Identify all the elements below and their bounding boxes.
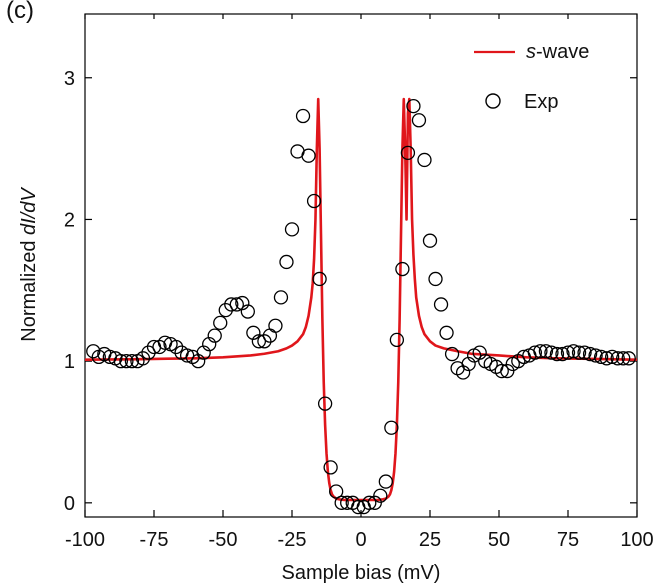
exp-data-point — [599, 351, 614, 366]
exp-data-point — [395, 261, 410, 277]
x-axis-title: Sample bias (mV) — [282, 562, 441, 584]
exp-data-point — [560, 345, 576, 360]
exp-data-point — [268, 318, 283, 333]
panel-label: (c) — [6, 0, 34, 24]
exp-data-point — [616, 351, 631, 366]
exp-data-point — [279, 254, 294, 270]
exp-data-point — [312, 271, 327, 287]
exp-data-point — [113, 353, 129, 369]
x-tick-label: -50 — [209, 529, 238, 551]
exp-data-point — [251, 334, 267, 349]
exp-data-point — [273, 290, 289, 305]
exp-data-point — [378, 474, 393, 489]
exp-data-point — [538, 344, 554, 359]
exp-data-point — [444, 346, 460, 362]
exp-data-point — [306, 193, 322, 209]
y-axis: 0 1 2 3 — [64, 68, 637, 515]
exp-data-point — [207, 328, 222, 343]
exp-data-point — [329, 484, 344, 499]
exp-data-point — [605, 349, 620, 365]
exp-data-point — [317, 396, 333, 411]
exp-data-point — [500, 363, 515, 379]
s-wave-fit-line — [84, 97, 638, 502]
exp-data-point — [577, 345, 592, 360]
exp-data-point — [135, 351, 151, 366]
x-tick-label: -100 — [65, 529, 105, 551]
exp-data-point — [549, 346, 565, 362]
exp-data-point — [411, 113, 427, 128]
exp-data-point — [323, 460, 338, 475]
plot-frame — [84, 13, 638, 518]
legend-label-exp: Exp — [524, 91, 558, 113]
exp-data-point — [362, 495, 377, 510]
exp-data-point — [262, 328, 278, 343]
exp-data-point — [284, 222, 300, 237]
y-tick-label: 0 — [64, 493, 75, 515]
exp-data-point — [533, 344, 548, 359]
exp-data-point — [494, 363, 509, 379]
legend-label-fit-rest: -wave — [536, 41, 589, 63]
exp-data-point — [400, 145, 416, 161]
exp-data-point — [240, 304, 255, 319]
x-tick-label: 100 — [620, 529, 653, 551]
x-tick-label: -25 — [278, 529, 307, 551]
exp-data-point — [168, 339, 184, 355]
exp-data-point — [610, 351, 625, 366]
x-tick-label: 0 — [355, 529, 366, 551]
y-axis-title: Normalized dI/dV — [18, 187, 40, 342]
exp-data-point — [621, 351, 636, 366]
x-tick-label: 25 — [419, 529, 441, 551]
exp-data-point — [229, 297, 244, 312]
y-axis-title-prefix: Normalized — [18, 235, 40, 342]
exp-data-point — [417, 152, 432, 168]
s-wave-fit-series — [84, 97, 638, 502]
exp-data-series — [86, 98, 636, 515]
exp-data-point — [384, 420, 399, 435]
legend-swatch-exp — [485, 93, 501, 109]
exp-data-point — [257, 334, 272, 349]
legend-label-fit: s-wave — [526, 41, 589, 63]
exp-data-point — [582, 346, 598, 362]
exp-data-point — [566, 344, 581, 359]
exp-data-point — [119, 353, 134, 369]
exp-data-point — [555, 346, 570, 362]
exp-data-point — [593, 349, 609, 365]
exp-data-point — [295, 108, 311, 124]
exp-data-point — [571, 345, 587, 360]
exp-data-point — [433, 297, 449, 312]
exp-data-point — [422, 233, 438, 248]
y-tick-label: 3 — [64, 68, 75, 90]
exp-data-point — [544, 345, 559, 360]
y-tick-label: 2 — [64, 209, 75, 231]
x-tick-label: 50 — [488, 529, 510, 551]
x-axis: -100 -75 -50 -25 0 25 50 75 100 — [65, 14, 654, 551]
exp-data-point — [439, 325, 454, 340]
x-tick-label: -75 — [140, 529, 169, 551]
y-tick-label: 1 — [64, 351, 75, 373]
exp-data-point — [334, 495, 349, 510]
legend-label-fit-italic: s — [526, 41, 536, 63]
exp-data-point — [141, 345, 156, 360]
exp-data-point — [588, 348, 603, 363]
exp-data-point — [406, 98, 421, 114]
exp-data-point — [389, 332, 405, 348]
exp-data-point — [373, 488, 388, 503]
exp-data-point — [179, 348, 195, 363]
exp-data-point — [527, 345, 543, 360]
exp-data-point — [124, 353, 140, 369]
x-tick-label: 75 — [557, 529, 579, 551]
exp-data-point — [428, 271, 443, 287]
exp-data-point — [218, 302, 233, 318]
y-axis-title-italic: dI/dV — [18, 187, 40, 235]
exp-data-point — [86, 344, 101, 359]
exp-data-point — [301, 148, 316, 163]
legend: s-wave Exp — [474, 41, 589, 113]
exp-data-point — [213, 315, 228, 331]
exp-data-point — [224, 297, 239, 312]
